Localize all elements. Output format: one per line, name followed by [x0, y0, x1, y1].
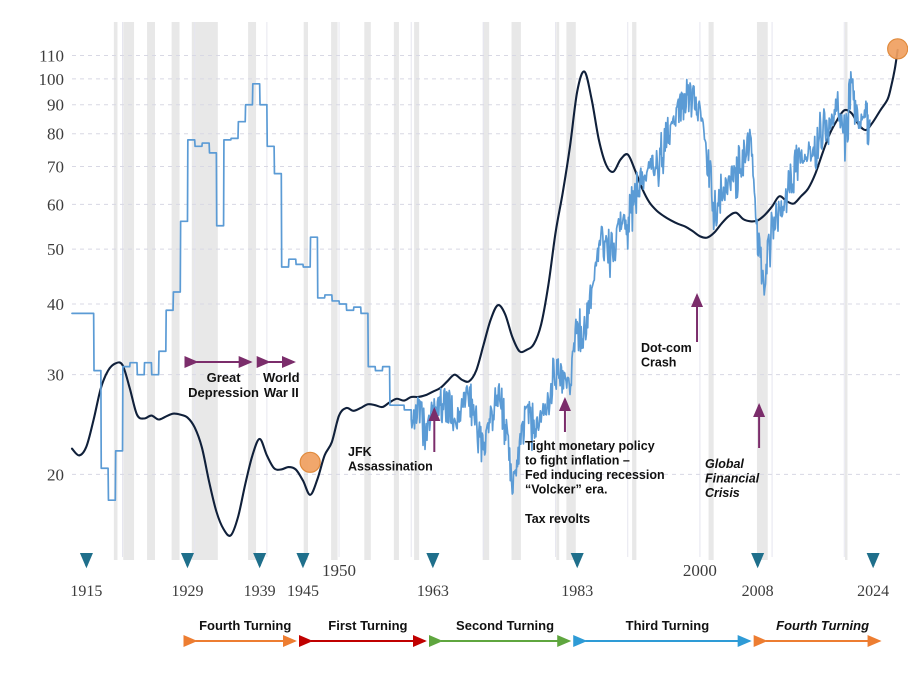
y-axis-tick-labels: 20 30 40 50 60 70 80 90 100 110	[39, 46, 65, 484]
y-tick-label: 30	[47, 366, 64, 385]
turning-timeline: Fourth Turning First Turning Second Turnin…	[183, 618, 882, 647]
recession-band	[191, 22, 218, 560]
fourth-turning-1-label: Fourth Turning	[199, 618, 291, 633]
recession-band	[708, 22, 714, 560]
black-trend-line	[70, 48, 899, 537]
world-war-ii-label: War II	[264, 385, 299, 400]
jfk-assassination-label: JFK	[348, 445, 372, 459]
recession-band	[331, 22, 338, 560]
volcker-era-label: to fight inflation –	[525, 454, 630, 468]
y-tick-label: 100	[39, 70, 65, 89]
y-tick-label: 110	[39, 46, 64, 65]
third-turning-label: Third Turning	[626, 618, 710, 633]
recession-band	[393, 22, 399, 560]
recession-band	[482, 22, 490, 560]
x-tick-label: 1983	[561, 583, 593, 600]
fourth-turning-2-label: Fourth Turning	[776, 618, 869, 633]
world-war-ii-label: World	[263, 370, 300, 385]
x-tick-label: 1929	[171, 583, 203, 600]
recession-band	[147, 22, 155, 560]
x-tick-label: 2024	[857, 583, 889, 600]
y-tick-label: 20	[47, 465, 64, 484]
x-tick-label: 1939	[244, 583, 276, 600]
x-tick-label: 1945	[287, 583, 319, 600]
recession-band	[123, 22, 135, 560]
recession-band	[566, 22, 576, 560]
global-financial-crisis-label: Crisis	[705, 486, 740, 500]
x-tick-label: 1963	[417, 583, 449, 600]
recession-band	[364, 22, 371, 560]
y-tick-label: 80	[47, 125, 64, 144]
trough-marker	[299, 451, 321, 473]
horizontal-gridlines	[72, 54, 902, 475]
x-tick-label: 2008	[742, 583, 774, 600]
x-tick-label-plain: 1950	[322, 561, 356, 580]
y-tick-label: 50	[47, 240, 64, 259]
volcker-era-label: Tight monetary policy	[525, 439, 655, 453]
recession-bands	[113, 22, 848, 560]
tax-revolts-label: Tax revolts	[525, 512, 590, 526]
jfk-assassination-label: Assassination	[348, 460, 433, 474]
x-tick-label-plain: 2000	[683, 561, 717, 580]
great-depression-label: Great	[207, 370, 242, 385]
recession-band	[248, 22, 257, 560]
recession-band	[556, 22, 560, 560]
recession-band	[113, 22, 118, 560]
recession-band	[414, 22, 420, 560]
x-axis-tick-labels: 1915 1929 1939 1945 1963 1983 2008 2024 1950 2000	[70, 552, 889, 600]
recession-band	[756, 22, 768, 560]
recession-band	[511, 22, 521, 560]
y-tick-label: 90	[47, 96, 64, 115]
dot-com-crash-label: Dot-com	[641, 341, 692, 355]
second-turning-label: Second Turning	[456, 618, 554, 633]
global-financial-crisis-label: Global	[705, 457, 744, 471]
recession-band	[632, 22, 637, 560]
volcker-era-label: “Volcker” era.	[525, 483, 607, 497]
first-turning-label: First Turning	[328, 618, 407, 633]
peak-marker	[887, 38, 908, 60]
recession-band	[844, 22, 848, 560]
y-tick-label: 40	[47, 295, 64, 314]
volcker-era-label: Fed inducing recession	[525, 468, 665, 482]
y-tick-label: 70	[47, 157, 64, 176]
recession-band	[171, 22, 180, 560]
recession-band	[303, 22, 309, 560]
great-depression-label: Depression	[188, 385, 259, 400]
global-financial-crisis-label: Financial	[705, 472, 760, 486]
data-markers	[299, 38, 908, 473]
vertical-gridlines	[122, 22, 845, 557]
y-tick-label: 60	[47, 195, 64, 214]
dot-com-crash-label: Crash	[641, 356, 676, 370]
x-tick-label: 1915	[70, 583, 102, 600]
